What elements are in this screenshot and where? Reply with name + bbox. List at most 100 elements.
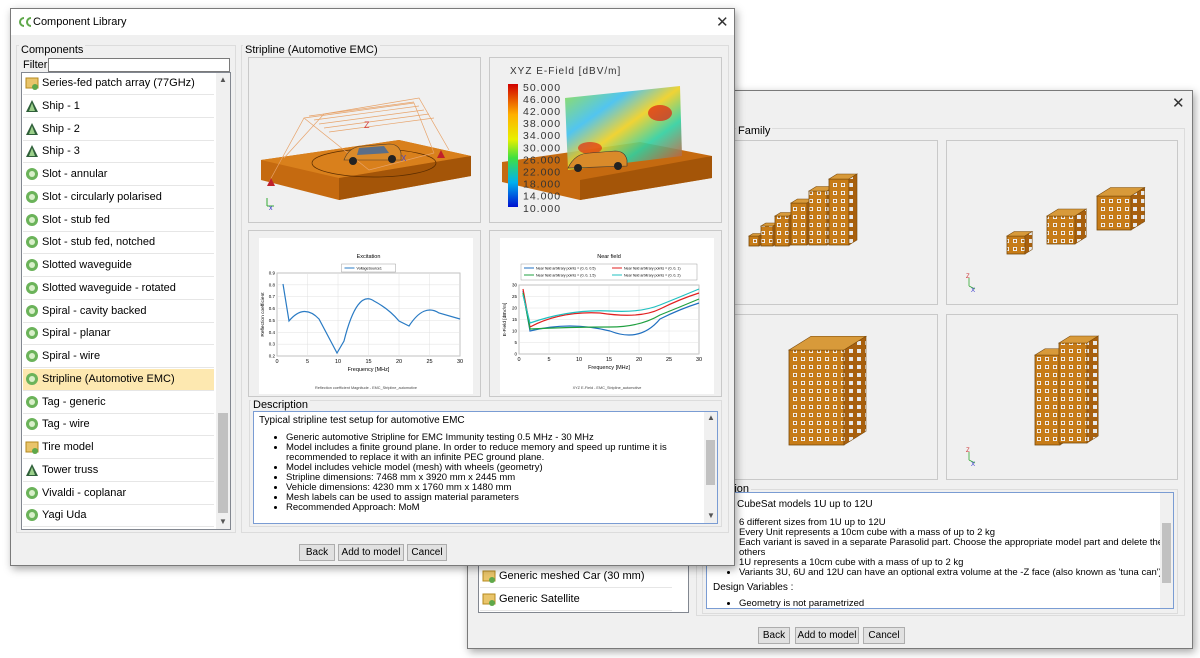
bullet: Recommended Approach: MoM xyxy=(286,503,676,513)
colorbar-label: 50.000 xyxy=(523,82,561,94)
colorbar-label: 30.000 xyxy=(523,142,561,154)
list-item[interactable]: Generic meshed Car (30 mm) xyxy=(480,566,672,588)
y-tick-label: 10 xyxy=(512,329,518,334)
list-item[interactable]: Series-fed patch array (77GHz) xyxy=(23,73,214,95)
item-label: Series-fed patch array (77GHz) xyxy=(42,77,195,89)
list-item[interactable]: Slot - stub fed, notched xyxy=(23,232,214,255)
list-item[interactable]: Tire model xyxy=(23,437,214,459)
item-icon xyxy=(26,395,38,408)
bullet: Variants 3U, 6U and 12U can have an opti… xyxy=(739,568,1173,578)
close-button[interactable]: ✕ xyxy=(716,14,729,31)
colorbar-label: 38.000 xyxy=(523,118,561,130)
list-item[interactable]: Slot - stub fed xyxy=(23,210,214,232)
scrollbar[interactable]: ▲ ▼ xyxy=(704,412,717,523)
item-label: Ship - 2 xyxy=(42,122,80,135)
button[interactable]: Add to model xyxy=(795,627,859,644)
design-bullets: Geometry is not parametrized xyxy=(707,599,1173,609)
bullet: Mesh labels can be used to assign materi… xyxy=(286,493,676,503)
item-label: Slot - stub fed xyxy=(42,213,110,226)
list-item[interactable]: Slot - annular xyxy=(23,164,214,186)
item-icon xyxy=(26,418,38,431)
cubesat-render xyxy=(787,335,868,446)
button[interactable]: Add to model xyxy=(338,544,404,561)
item-icon xyxy=(482,570,496,583)
legend-label: Near field arbitrary points = (0, 0, 1.5… xyxy=(536,273,596,277)
list-item[interactable]: Ship - 3 xyxy=(23,141,214,164)
item-icon xyxy=(26,168,38,180)
list-item[interactable]: Vivaldi - coplanar xyxy=(23,483,214,505)
cubesat-render xyxy=(747,173,859,247)
item-label: Tag - generic xyxy=(42,395,106,408)
item-icon xyxy=(26,122,38,135)
legend xyxy=(520,263,698,281)
legend-label: Near field arbitrary points = (0, 0, 1) xyxy=(624,266,681,270)
description-bullets: 6 different sizes from 1U up to 12UEvery… xyxy=(707,518,1173,578)
svg-text:X: X xyxy=(971,462,975,468)
plot-caption: XYZ E-Field - EMC_Stripline_automotive xyxy=(573,386,642,390)
y-tick-label: 5 xyxy=(514,340,517,345)
button[interactable]: Cancel xyxy=(863,627,905,644)
list-item[interactable]: Slotted waveguide - rotated xyxy=(23,278,214,300)
list-item[interactable]: Stripline (Automotive EMC) xyxy=(23,368,214,391)
item-label: Slot - annular xyxy=(42,168,108,180)
item-label: Slot - circularly polarised xyxy=(42,190,162,203)
item-icon xyxy=(25,441,39,454)
list-item[interactable]: Tag - wire xyxy=(23,414,214,437)
button[interactable]: Back xyxy=(299,544,335,561)
list-item[interactable]: Ship - 2 xyxy=(23,119,214,141)
y-tick-label: 0.8 xyxy=(269,282,276,287)
button[interactable]: Cancel xyxy=(407,544,447,561)
bullet: Vehicle dimensions: 4230 mm x 1760 mm x … xyxy=(286,483,676,493)
colorbar-label: 18.000 xyxy=(523,179,561,191)
cubesat-render: ZX xyxy=(966,335,1100,468)
preview-image: 0 5 10 15 20 25 30 0.2 0.3 0.4 0.5 0.6 0.7 0.8 0.9 Exci… xyxy=(248,230,481,397)
y-axis-label: Reflection coefficient xyxy=(260,292,266,337)
scrollbar[interactable]: ▲ ▼ xyxy=(216,73,230,529)
list-item[interactable]: Ship - 1 xyxy=(23,96,214,118)
list-item[interactable]: Spiral - planar xyxy=(23,323,214,346)
bullet: 1U represents a 10cm cube with a mass of… xyxy=(739,558,1173,568)
description-heading: Typical stripline test setup for automot… xyxy=(259,415,465,426)
x-tick-label: 5 xyxy=(547,357,550,363)
list-item[interactable]: Slotted waveguide xyxy=(23,255,214,277)
list-item[interactable]: Tower truss xyxy=(23,460,214,482)
list-item[interactable]: Tag - generic xyxy=(23,392,214,414)
svg-text:Z: Z xyxy=(364,120,370,130)
curve xyxy=(522,288,700,324)
x-tick-label: 30 xyxy=(696,357,702,363)
item-icon xyxy=(26,99,38,112)
colorbar-label: 42.000 xyxy=(523,106,561,118)
list-item[interactable]: Spiral - cavity backed xyxy=(23,301,214,323)
list-item[interactable]: Slot - circularly polarised xyxy=(23,187,214,209)
item-icon xyxy=(26,213,38,226)
plot: 0 5 10 15 20 25 30 0 5 10 15 20 25 30 Near field Freque… xyxy=(502,254,702,390)
item-label: Ship - 3 xyxy=(42,145,80,158)
plot-title: Near field xyxy=(597,254,621,260)
colorbar-label: 34.000 xyxy=(523,130,561,142)
bullet: Each variant is saved in a separate Para… xyxy=(739,538,1173,558)
x-tick-label: 15 xyxy=(365,359,371,365)
components-group xyxy=(16,45,236,533)
close-button[interactable]: ✕ xyxy=(1172,95,1185,112)
description-group xyxy=(249,400,722,527)
scrollbar[interactable] xyxy=(1160,493,1173,608)
filter-input[interactable] xyxy=(48,58,230,72)
legend-label: Near field arbitrary points = (0, 0, 2) xyxy=(624,273,681,277)
item-label: Spiral - cavity backed xyxy=(42,304,147,317)
item-label: Yagi Uda xyxy=(42,509,87,522)
item-label: Ship - 1 xyxy=(42,99,80,112)
list-item[interactable]: Yagi Uda xyxy=(23,505,214,528)
item-label: Tag - wire xyxy=(42,418,90,431)
item-label: Slot - stub fed, notched xyxy=(42,236,156,249)
item-icon xyxy=(26,486,38,499)
list-item[interactable]: Spiral - wire xyxy=(23,346,214,368)
y-tick-label: 25 xyxy=(512,294,518,299)
description-text: CubeSat models 1U up to 12U 6 different … xyxy=(706,492,1174,609)
button[interactable]: Back xyxy=(758,627,790,644)
item-label: Generic meshed Car (30 mm) xyxy=(499,570,645,582)
bullet: Model includes vehicle model (mesh) with… xyxy=(286,463,676,473)
item-icon xyxy=(482,593,496,606)
list-item[interactable]: Generic Satellite xyxy=(480,589,672,611)
